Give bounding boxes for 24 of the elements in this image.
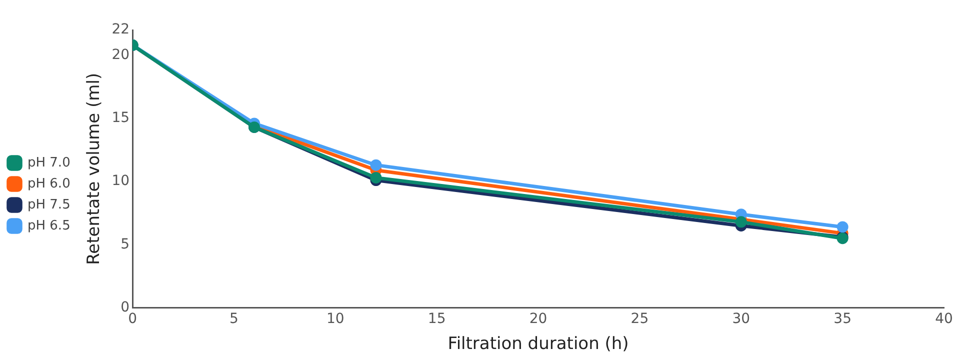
x-tick-label: 40 xyxy=(935,310,953,327)
x-tick-label: 5 xyxy=(230,310,238,327)
x-axis-title: Filtration duration (h) xyxy=(448,334,629,354)
point xyxy=(370,172,382,184)
legend-label: pH 6.0 xyxy=(28,176,70,192)
x-tick-label: 10 xyxy=(326,310,344,327)
legend-label: pH 7.0 xyxy=(28,155,70,170)
x-tick-label: 20 xyxy=(529,310,548,327)
x-tick-label: 30 xyxy=(732,310,750,327)
x-tick-label: 25 xyxy=(630,310,649,327)
y-tick-label: 0 xyxy=(120,299,130,316)
y-tick-label: 22 xyxy=(112,22,130,38)
point xyxy=(370,159,382,171)
point xyxy=(735,216,747,228)
y-tick-label: 15 xyxy=(112,110,130,126)
x-tick-label: 35 xyxy=(834,310,852,327)
legend-label: pH 7.5 xyxy=(28,197,70,212)
y-tick-label: 20 xyxy=(112,46,130,63)
point xyxy=(836,221,848,233)
y-tick-label: 10 xyxy=(112,173,130,190)
y-tick-label: 5 xyxy=(120,236,130,252)
legend-label: pH 6.5 xyxy=(28,218,70,234)
x-tick-label: 15 xyxy=(428,310,446,327)
y-axis-title: Retentate volume (ml) xyxy=(84,72,104,265)
